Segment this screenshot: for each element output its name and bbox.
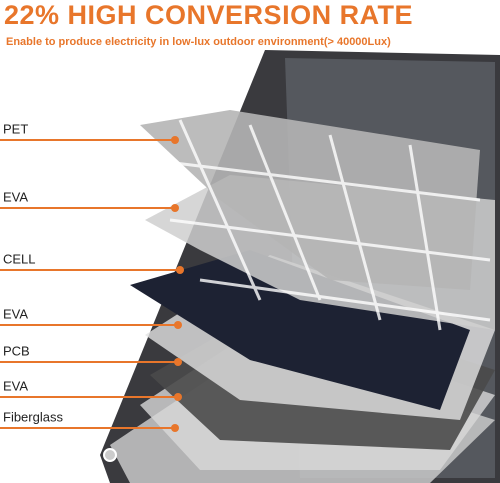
- leader-dot: [171, 136, 179, 144]
- leader-dot: [174, 393, 182, 401]
- grommet: [103, 448, 117, 462]
- layer-label: PCB: [3, 343, 30, 358]
- layer-label: Fiberglass: [3, 409, 63, 424]
- layer-label: EVA: [3, 189, 28, 204]
- layer-label: EVA: [3, 306, 28, 321]
- pet-layer: [140, 110, 480, 290]
- layer-label: CELL: [3, 251, 36, 266]
- title: 22% HIGH CONVERSION RATE: [4, 0, 414, 30]
- leader-dot: [174, 358, 182, 366]
- cell-gridlines: [149, 119, 491, 331]
- leader-dot: [176, 266, 184, 274]
- leader-dot: [174, 321, 182, 329]
- leader-dot: [171, 204, 179, 212]
- leader-dot: [171, 424, 179, 432]
- layer-label: EVA: [3, 378, 28, 393]
- layer-label: PET: [3, 121, 28, 136]
- subtitle: Enable to produce electricity in low-lux…: [6, 36, 391, 48]
- cell-layer: [130, 250, 470, 410]
